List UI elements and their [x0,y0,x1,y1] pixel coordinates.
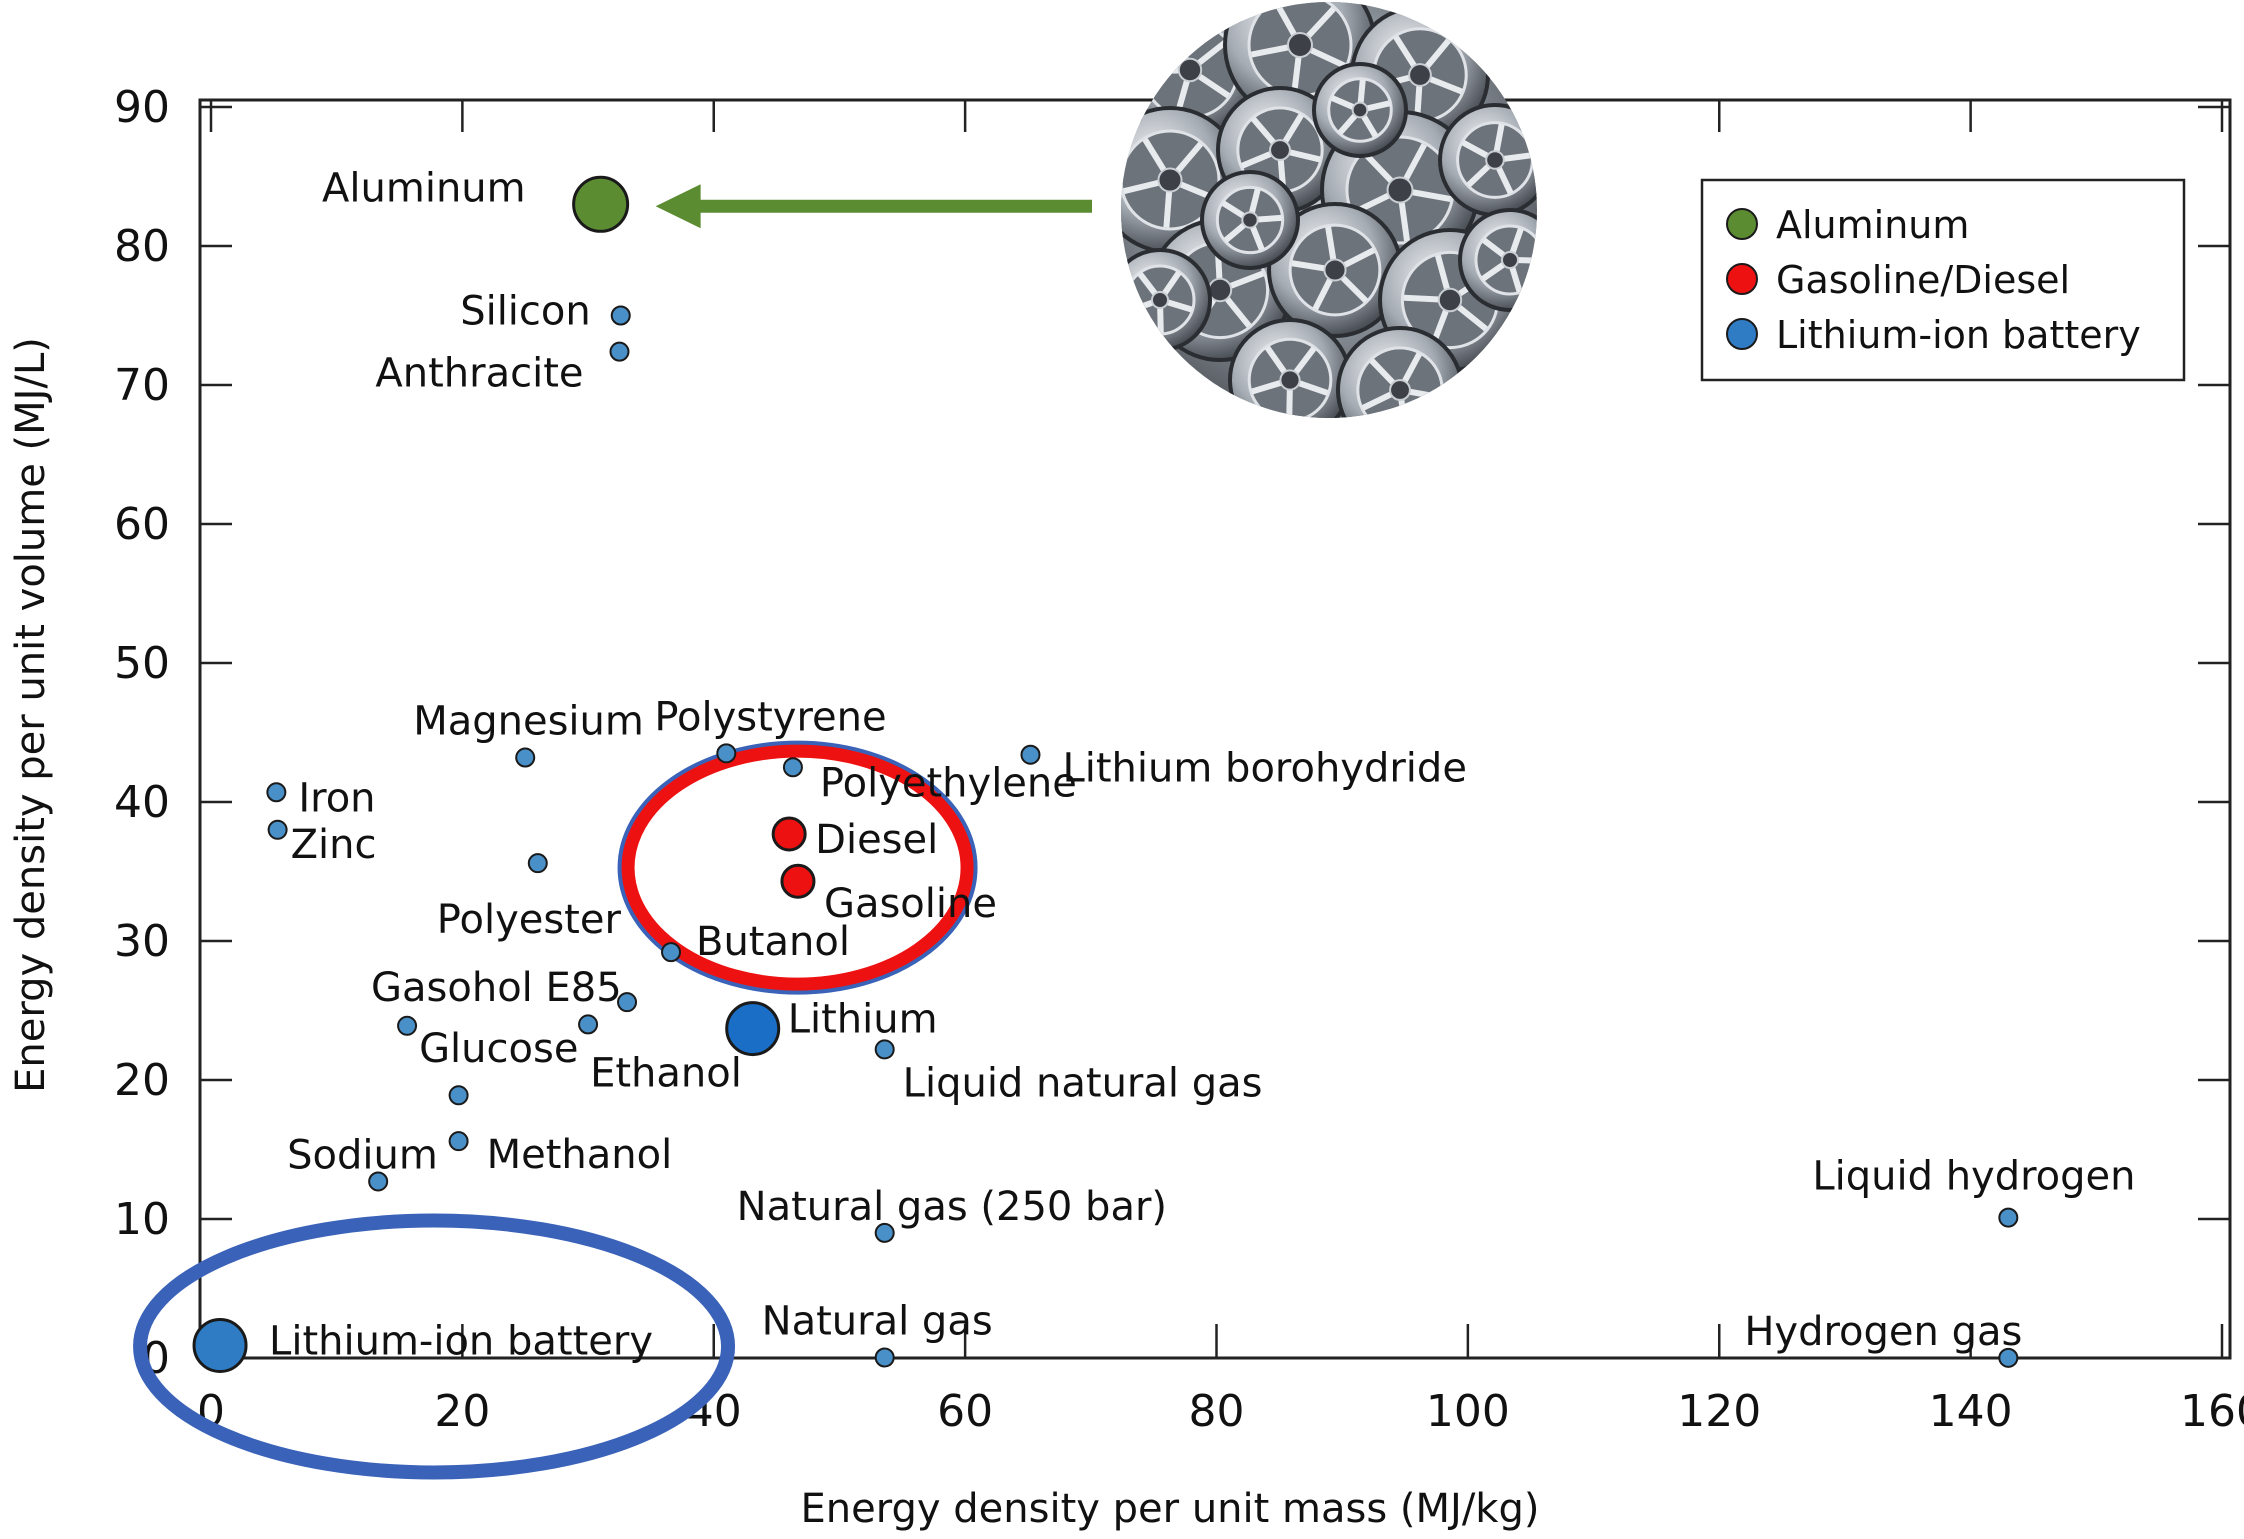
legend-label: Aluminum [1776,203,1969,247]
data-point [266,782,287,803]
point-label: Magnesium [413,699,644,745]
data-points [192,175,2019,1373]
fuel-highlight-ellipse-outline [617,740,978,995]
data-point [725,1001,781,1057]
point-label: Natural gas (250 bar) [737,1184,1167,1230]
y-tick-label: 50 [114,638,170,689]
x-tick-label: 160 [2180,1386,2244,1437]
data-point [782,757,803,778]
legend-label: Lithium-ion battery [1776,313,2141,357]
point-label: Gasoline [824,881,997,927]
aluminum-scrap-photo [1121,2,1537,418]
point-label: Sodium [287,1132,438,1178]
data-point [397,1015,418,1036]
legend-marker [1726,263,1758,295]
x-tick-label: 120 [1677,1386,1761,1437]
data-point [874,1039,895,1060]
data-point [448,1085,469,1106]
point-label: Polyethylene [820,760,1077,806]
point-label: Liquid natural gas [903,1060,1263,1106]
point-label: Lithium-ion battery [269,1318,653,1364]
point-label: Anthracite [375,351,583,397]
data-point [716,743,737,764]
point-label: Lithium borohydride [1062,746,1466,792]
x-tick-label: 100 [1426,1386,1510,1437]
fuel-highlight-ellipse [620,743,975,992]
data-point [874,1347,895,1368]
y-tick-label: 70 [114,360,170,411]
data-point [1998,1347,2019,1368]
y-tick-label: 90 [114,82,170,133]
data-point [578,1014,599,1035]
y-tick-label: 30 [114,916,170,967]
point-label: Polyester [437,897,622,943]
data-point [780,863,816,899]
point-label: Gasohol E85 [371,965,622,1011]
point-label: Lithium [788,997,938,1043]
point-label: Iron [298,775,375,821]
annotations [133,184,1092,1480]
point-label: Butanol [696,919,850,965]
x-tick-label: 80 [1189,1386,1245,1437]
point-label: Aluminum [322,165,526,211]
data-point [771,816,807,852]
point-label: Glucose [419,1026,578,1072]
data-point [192,1317,248,1373]
data-point [448,1131,469,1152]
x-tick-label: 140 [1929,1386,2013,1437]
data-point [609,341,630,362]
x-tick-label: 20 [434,1386,490,1437]
data-point [661,942,682,963]
point-label: Hydrogen gas [1744,1309,2022,1355]
data-point [572,175,630,233]
axis-tick-labels: 0204060801001201401600102030405060708090 [114,82,2244,1437]
data-point [1020,744,1041,765]
y-tick-label: 40 [114,777,170,828]
battery-highlight-ellipse [133,1213,736,1480]
legend-marker [1726,318,1758,350]
data-point [527,853,548,874]
legend: Aluminum Gasoline/Diesel Lithium-ion batte… [1700,178,2186,382]
point-label: Zinc [291,822,377,868]
data-point [515,747,536,768]
point-label: Ethanol [590,1050,742,1096]
y-tick-label: 10 [114,1194,170,1245]
y-tick-label: 20 [114,1055,170,1106]
data-point [368,1171,389,1192]
point-label: Diesel [815,817,938,863]
point-label: Silicon [460,289,591,335]
y-tick-label: 60 [114,499,170,550]
legend-marker [1726,208,1758,240]
point-label: Natural gas [762,1298,993,1344]
y-tick-label: 80 [114,221,170,272]
point-label: Polystyrene [654,694,886,740]
data-point [874,1222,895,1243]
legend-label: Gasoline/Diesel [1776,258,2070,302]
data-point [610,305,631,326]
data-point [267,819,288,840]
x-tick-label: 60 [937,1386,993,1437]
data-point [1998,1207,2019,1228]
point-label: Liquid hydrogen [1812,1154,2135,1200]
aluminum-arrowhead [655,184,701,229]
point-label: Methanol [487,1132,673,1178]
y-axis-title: Energy density per unit volume (MJ/L) [8,337,54,1093]
data-point [617,992,638,1013]
x-axis-title: Energy density per unit mass (MJ/kg) [801,1486,1540,1532]
point-labels: Aluminum Silicon Anthracite Magnesium Polyst… [269,165,2135,1364]
